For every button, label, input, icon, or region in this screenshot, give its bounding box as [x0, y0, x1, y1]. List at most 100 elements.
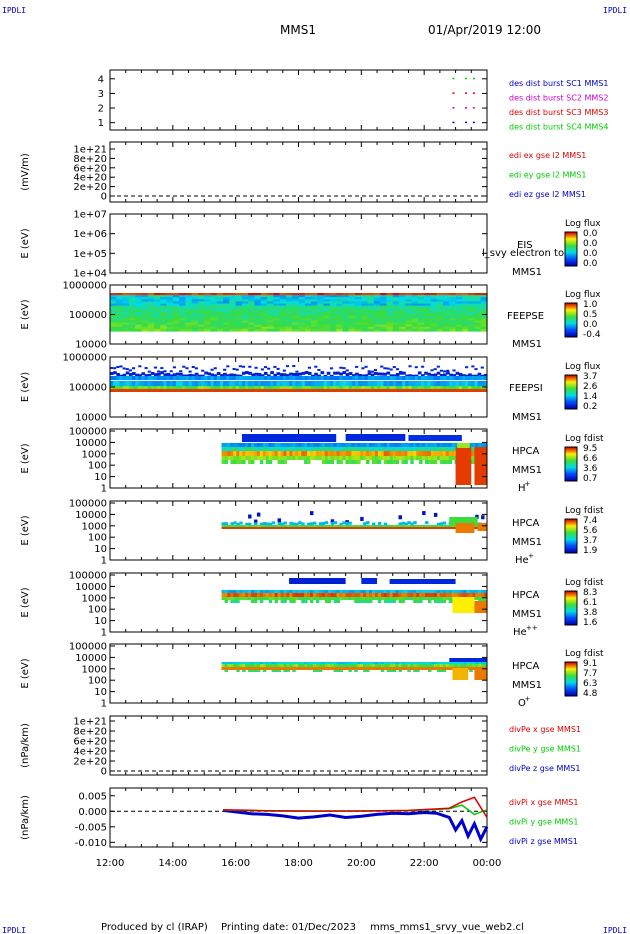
- spectrogram-cell: [279, 293, 287, 296]
- spectrogram-cell: [260, 299, 268, 303]
- colorbar-swatch: [565, 669, 577, 671]
- spectrogram-cell: [311, 307, 318, 311]
- spectrogram-cell: [443, 301, 450, 305]
- spectrogram-cell: [295, 447, 299, 451]
- spectrogram-cell: [147, 309, 155, 313]
- spectrogram-cell: [361, 299, 369, 303]
- spectrogram-cell: [268, 451, 273, 456]
- y-tick-label: 1000000: [62, 353, 107, 364]
- spectrogram-cell: [224, 664, 228, 667]
- spectrogram-cell: [408, 386, 413, 389]
- spectrogram-cell: [374, 456, 379, 460]
- spectrogram-cell: [310, 662, 314, 664]
- spectrogram-cell: [268, 667, 273, 670]
- colorbar-swatch: [565, 593, 577, 595]
- colorbar-swatch: [565, 520, 577, 522]
- panel-side-label: MMS1: [512, 680, 542, 691]
- spectrogram-cell: [239, 451, 243, 456]
- spectrogram-cell: [442, 662, 447, 664]
- burst-mark: [452, 77, 455, 80]
- spectrogram-cell: [285, 301, 293, 305]
- spectrogram-cell: [128, 373, 133, 377]
- colorbar-tick-label: 4.8: [583, 689, 598, 699]
- spectrogram-cell: [277, 670, 282, 672]
- spectrogram-cell: [358, 386, 362, 389]
- colorbar-swatch: [565, 377, 577, 379]
- spectrogram-cell: [449, 658, 487, 662]
- spectrogram-cell: [298, 597, 302, 600]
- spectrogram-cell: [425, 593, 429, 597]
- spectrogram-cell: [419, 593, 423, 597]
- spectrogram-cell: [141, 328, 149, 332]
- spectrogram-cell: [216, 372, 221, 376]
- spectrogram-cell: [185, 293, 193, 296]
- spectrogram-cell: [116, 293, 124, 296]
- spectrogram-cell: [179, 381, 183, 386]
- spectrogram-cell: [383, 522, 388, 526]
- panel-frame: [109, 69, 488, 131]
- y-tick-label: 1e+21: [73, 145, 107, 156]
- spectrogram-cell: [283, 670, 287, 672]
- spectrogram-cell: [238, 365, 242, 368]
- spectrogram-cell: [279, 381, 284, 386]
- spectrogram-cell: [408, 376, 413, 380]
- spectrogram-cell: [445, 667, 450, 670]
- spectrogram-cell: [197, 326, 205, 330]
- spectrogram-cell: [430, 309, 438, 313]
- colorbar-swatch: [565, 550, 577, 552]
- colorbar-swatch: [565, 598, 577, 600]
- spectrogram-cell: [428, 593, 432, 597]
- spectrogram-cell: [223, 309, 230, 313]
- spectrogram-cell: [157, 389, 161, 392]
- colorbar-swatch: [565, 323, 577, 325]
- spectrogram-cell: [219, 389, 224, 392]
- y-tick-label: 4e+20: [73, 173, 107, 184]
- spectrogram-cell: [433, 376, 438, 380]
- spectrogram-cell: [292, 322, 300, 326]
- spectrogram-cell: [188, 376, 193, 380]
- spectrogram-cell: [241, 293, 249, 296]
- spectrogram-cell: [383, 456, 388, 460]
- spectrogram-cell: [478, 593, 482, 597]
- spectrogram-cell: [248, 320, 256, 324]
- spectrogram-cell: [235, 314, 243, 317]
- spectrogram-cell: [377, 451, 382, 456]
- spectrogram-cell: [333, 527, 338, 529]
- spectrogram-cell: [172, 366, 176, 369]
- y-tick-label: -0.010: [75, 838, 107, 849]
- spectrogram-cell: [312, 456, 317, 460]
- colorbar-swatch: [565, 534, 577, 536]
- spectrogram-cell: [442, 521, 447, 525]
- spectrogram-cell: [392, 667, 397, 670]
- spectrogram-cell: [475, 662, 479, 664]
- spectrogram-cell: [342, 295, 350, 298]
- spectrogram-cell: [419, 667, 423, 670]
- spectrogram-cell: [428, 662, 432, 664]
- spectrogram-cell: [392, 456, 397, 460]
- spectrogram-cell: [273, 312, 281, 315]
- spectrogram-cell: [285, 328, 293, 332]
- spectrogram-cell: [449, 293, 457, 296]
- spectrogram-cell: [122, 381, 127, 386]
- spectrogram-cell: [224, 600, 228, 603]
- spectrogram-cell: [131, 389, 136, 392]
- spectrogram-cell: [242, 597, 246, 600]
- spectrogram-cell: [461, 322, 469, 326]
- legend-entry: divPe z gse MMS1: [509, 764, 580, 773]
- spectrogram-cell: [377, 447, 382, 451]
- spectrogram-cell: [433, 451, 438, 456]
- spectrogram-cell: [474, 318, 482, 322]
- spectrogram-cell: [119, 389, 124, 392]
- spectrogram-cell: [386, 667, 391, 670]
- spectrogram-cell: [153, 322, 161, 326]
- spectrogram-cell: [413, 667, 417, 670]
- spectrogram-cell: [216, 320, 224, 324]
- spectrogram-cell: [392, 307, 400, 311]
- spectrogram-cell: [449, 309, 457, 313]
- colorbar-frame: [564, 302, 578, 338]
- spectrogram-cell: [245, 525, 249, 527]
- spectrogram-cell: [317, 303, 325, 307]
- spectrogram-cell: [314, 389, 318, 392]
- spectrogram-cell: [232, 381, 237, 386]
